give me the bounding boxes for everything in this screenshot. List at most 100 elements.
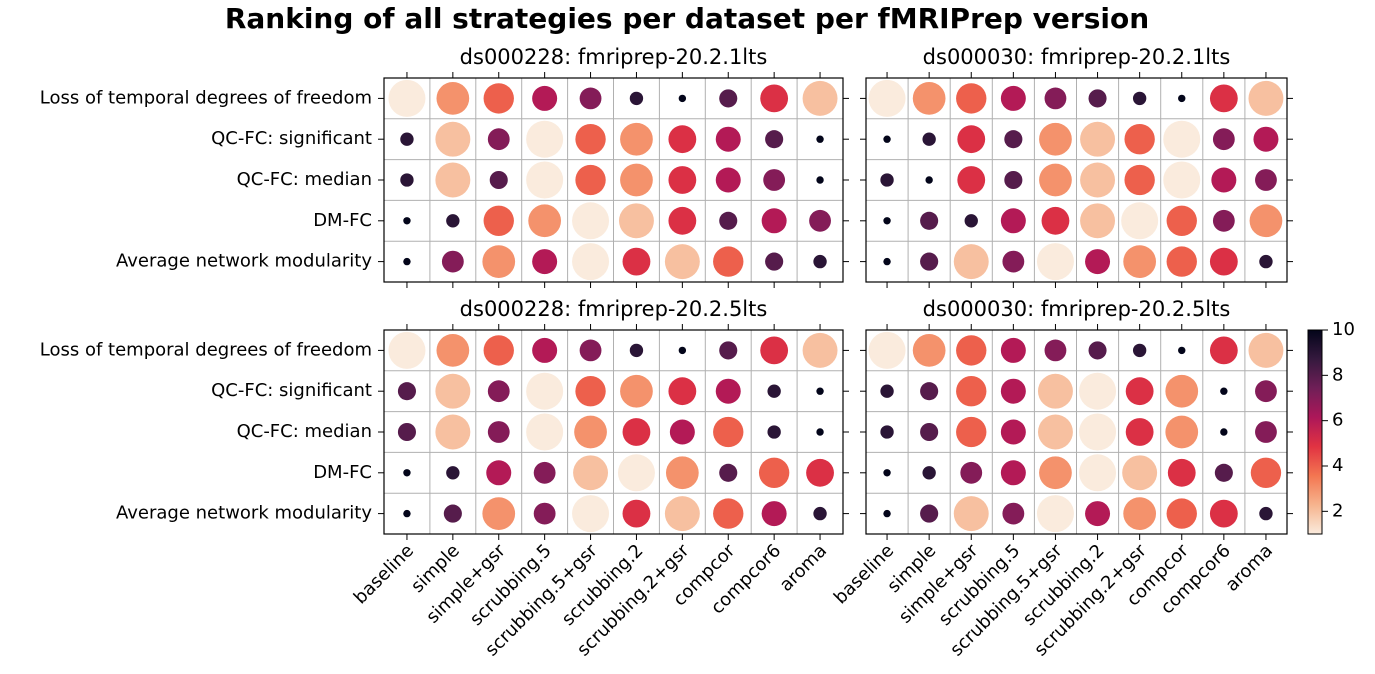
bubble [664, 244, 700, 280]
bubble [435, 121, 471, 157]
y-tick-label: DM-FC [313, 210, 372, 231]
bubble [1037, 373, 1073, 409]
bubble [1000, 337, 1026, 363]
bubble [1259, 506, 1273, 521]
bubble [1259, 254, 1273, 269]
bubble [1123, 245, 1157, 278]
bubble [1124, 124, 1155, 155]
bubble [400, 132, 414, 146]
bubble [403, 509, 411, 518]
bubble [1080, 203, 1116, 239]
bubble [713, 498, 744, 529]
bubble [487, 380, 510, 403]
bubble [960, 461, 983, 484]
bubble [573, 455, 609, 491]
bubble [760, 336, 789, 365]
colorbar-tick-label: 2 [1332, 500, 1343, 521]
bubble [1250, 457, 1282, 488]
bubble [816, 176, 824, 184]
bubble [1080, 121, 1116, 157]
bubble [1255, 421, 1277, 443]
bubble [678, 346, 687, 355]
bubble [1209, 247, 1238, 276]
bubble [1079, 413, 1117, 451]
y-tick-label: QC-FC: significant [211, 128, 372, 149]
bubble [486, 460, 512, 486]
bubble [1088, 89, 1107, 108]
bubble [883, 257, 891, 266]
bubble [483, 205, 514, 236]
bubble [802, 332, 838, 368]
bubble [956, 83, 987, 114]
y-tick-label: Average network modularity [116, 251, 372, 272]
bubble [763, 169, 786, 191]
bubble [920, 211, 939, 230]
bubble [435, 373, 471, 409]
bubble [1044, 339, 1067, 362]
bubble [668, 377, 697, 406]
bubble [765, 130, 784, 149]
bubble [715, 126, 741, 152]
y-tick-label: QC-FC: significant [211, 380, 372, 401]
x-tick-label: baseline [830, 540, 898, 608]
panel-title: ds000228: fmriprep-20.2.1lts [460, 45, 768, 69]
bubble [1166, 246, 1197, 277]
bubble [668, 166, 697, 194]
bubble [403, 217, 411, 225]
bubble [806, 458, 834, 487]
bubble [397, 422, 416, 442]
bubble [1220, 387, 1228, 395]
bubble [883, 509, 891, 518]
bubble [883, 217, 891, 225]
bubble [483, 335, 514, 366]
bubble [956, 335, 987, 366]
bubble [1165, 374, 1199, 408]
bubble [388, 331, 426, 369]
x-tick-label: aroma [1221, 540, 1277, 596]
bubble [1132, 91, 1147, 106]
bubble [868, 331, 906, 369]
bubble [1039, 163, 1072, 197]
bubble [760, 84, 789, 113]
bubble [719, 463, 738, 482]
bubble [883, 135, 891, 143]
bubble [1209, 84, 1238, 113]
x-tick-label: baseline [350, 540, 418, 608]
bubble [1214, 463, 1233, 482]
bubble [532, 337, 558, 363]
bubble [816, 428, 824, 436]
bubble [880, 173, 894, 187]
bubble [1000, 460, 1026, 486]
bubble [489, 170, 508, 190]
bubble [388, 79, 426, 117]
bubble [532, 85, 558, 111]
bubble [403, 257, 411, 266]
panel-frame [383, 329, 844, 535]
bubble [920, 422, 939, 442]
bubble [1079, 454, 1117, 492]
bubble [1004, 170, 1023, 190]
bubble [1000, 378, 1026, 404]
bubble [574, 415, 607, 449]
bubble [767, 425, 781, 439]
bubble [868, 79, 906, 117]
bubble [620, 374, 653, 408]
bubble [572, 243, 610, 281]
bubble [761, 208, 787, 234]
bubble [925, 176, 933, 184]
bubble [1088, 341, 1107, 360]
bubble [956, 416, 987, 448]
bubble [1037, 414, 1073, 450]
bubble [816, 135, 824, 143]
y-tick-label: Loss of temporal degrees of freedom [40, 87, 372, 108]
bubble [1039, 456, 1072, 490]
bubble [1125, 418, 1154, 446]
bubble [482, 497, 516, 530]
bubble [816, 387, 824, 395]
bubble [526, 120, 564, 158]
bubble [1080, 162, 1116, 198]
bubble [533, 502, 556, 525]
bubble [1044, 87, 1067, 110]
bubble [761, 501, 787, 527]
y-tick-label: Loss of temporal degrees of freedom [40, 339, 372, 360]
